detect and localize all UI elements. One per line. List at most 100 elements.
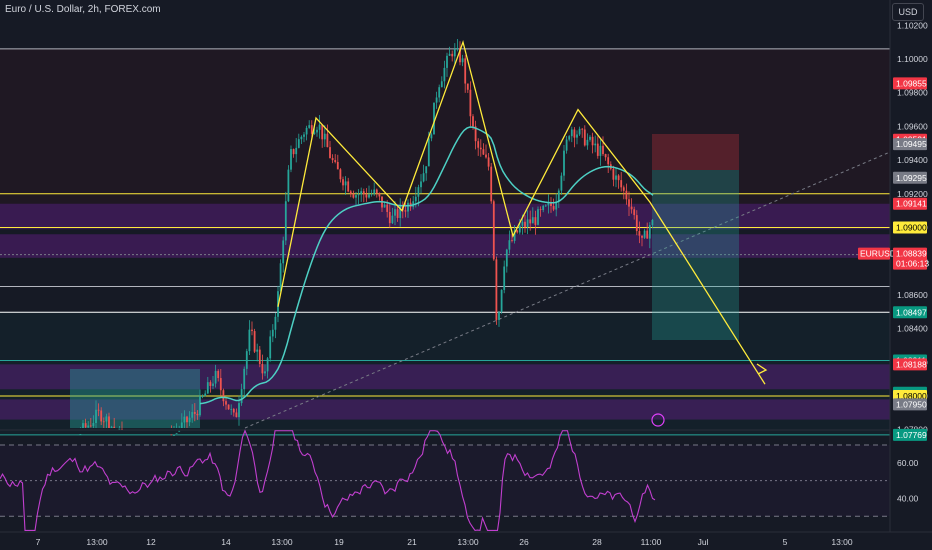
candle-body	[511, 240, 513, 242]
candle-body	[495, 259, 498, 320]
candle-body	[417, 187, 420, 197]
candle-body	[230, 408, 233, 410]
candle-body	[615, 175, 617, 180]
candle-body	[240, 389, 243, 404]
candle-body	[232, 408, 235, 413]
candle-body	[547, 202, 550, 206]
candle-body	[550, 202, 552, 207]
candle-body	[448, 53, 451, 56]
candle-body	[438, 87, 441, 98]
rsi-tick-label: 60.00	[897, 458, 919, 468]
candle-body	[472, 116, 474, 127]
candle-body	[594, 143, 597, 146]
price-badge-label: 1.09495	[896, 139, 927, 149]
price-tick-label: 1.09400	[897, 155, 928, 165]
time-tick-label: 19	[334, 537, 344, 547]
time-tick-label: 7	[36, 537, 41, 547]
candle-body	[646, 230, 649, 239]
currency-button[interactable]: USD	[892, 3, 924, 21]
price-badge-label: 1.07950	[896, 399, 927, 409]
candle-body	[544, 205, 547, 207]
supply-demand-zone	[0, 364, 890, 390]
candle-body	[217, 370, 220, 379]
candle-body	[97, 409, 100, 411]
price-badge-label: 1.07769	[896, 430, 927, 440]
candle-body	[349, 191, 352, 194]
candle-body	[175, 432, 178, 434]
candle-body	[266, 358, 269, 372]
candle-body	[516, 230, 519, 233]
candle-body	[492, 201, 495, 260]
price-badge	[893, 398, 927, 411]
candle-body	[459, 48, 461, 63]
supply-demand-zone	[0, 234, 890, 258]
candle-body	[110, 426, 113, 428]
candle-body	[214, 370, 217, 384]
candle-body	[352, 193, 355, 198]
candle-body	[446, 55, 448, 68]
candle-body	[271, 329, 274, 337]
candle-body	[79, 433, 82, 435]
candle-body	[607, 157, 610, 165]
candle-body	[466, 83, 469, 90]
price-badge-label: 1.09141	[896, 199, 927, 209]
time-tick-label: 28	[592, 537, 602, 547]
candle-body	[552, 206, 555, 210]
candle-body	[282, 240, 285, 264]
discount-zone	[0, 312, 890, 435]
price-badge	[893, 428, 927, 441]
price-badges: 1.098551.095211.094951.092951.091411.090…	[858, 77, 929, 441]
candle-body	[635, 215, 638, 232]
candle-body	[638, 231, 641, 236]
candle-body	[113, 426, 116, 428]
candle-body	[391, 215, 394, 224]
candle-body	[651, 219, 654, 226]
alert-flash-icon	[651, 413, 665, 427]
price-tick-label: 1.09600	[897, 121, 928, 131]
candle-body	[602, 145, 604, 155]
candle-body	[620, 180, 623, 188]
candle-body	[531, 217, 534, 224]
candle-body	[331, 158, 334, 161]
candle-body	[235, 412, 238, 418]
candle-body	[604, 154, 607, 158]
candle-body	[425, 166, 428, 174]
candle-body	[204, 393, 207, 397]
time-tick-label: 5	[783, 537, 788, 547]
candle-body	[508, 240, 511, 250]
candle-body	[563, 150, 565, 176]
candle-body	[108, 416, 110, 428]
candle-body	[196, 413, 199, 416]
candle-body	[269, 336, 272, 359]
candle-body	[342, 179, 344, 186]
candle-body	[485, 154, 487, 158]
candle-body	[407, 202, 409, 212]
price-tick-label: 1.10000	[897, 54, 928, 64]
rsi-pane	[0, 429, 932, 532]
candle-body	[206, 382, 209, 394]
candle-body	[539, 209, 542, 211]
candle-body	[378, 193, 381, 197]
candle-body	[300, 136, 303, 140]
rsi-tick-label: 40.00	[897, 493, 919, 503]
candle-body	[365, 194, 368, 198]
candle-body	[290, 149, 292, 170]
candle-body	[453, 49, 456, 57]
price-badge	[893, 358, 927, 371]
candle-body	[565, 139, 568, 151]
candle-body	[183, 416, 186, 423]
supply-demand-zone	[0, 399, 890, 420]
ma-line	[199, 126, 654, 405]
rsi-line	[0, 429, 656, 532]
candle-body	[505, 249, 508, 267]
candle-body	[373, 189, 376, 194]
time-axis[interactable]: 7 13:00 12 14 13:00 19 21 13:00 26 28 11:00 Jul 5 13:…	[0, 531, 932, 547]
candle-body	[308, 125, 311, 128]
candle-body	[433, 102, 435, 135]
candle-body	[336, 161, 339, 170]
candle-body	[360, 191, 363, 195]
candle-body	[589, 136, 591, 140]
candle-body	[537, 209, 539, 225]
arrow-head-icon	[756, 363, 768, 375]
